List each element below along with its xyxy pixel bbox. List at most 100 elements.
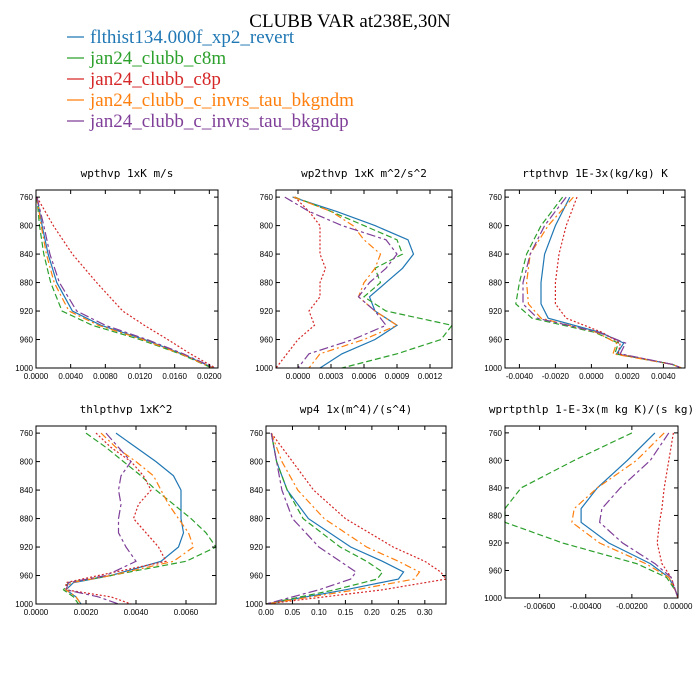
plot-frame — [265, 425, 447, 605]
figure-title: CLUBB VAR at238E,30N — [249, 11, 451, 32]
x-tick-label: 0.0120 — [128, 372, 153, 381]
series-line-5 — [522, 196, 682, 369]
x-tick-label: 0.0000 — [286, 372, 311, 381]
y-tick-label: 800 — [250, 458, 264, 467]
legend-entry-label: jan24_clubb_c8p — [89, 69, 221, 90]
legend-entry-label: jan24_clubb_c_invrs_tau_bkgndp — [89, 111, 349, 132]
series-line-3 — [36, 196, 216, 369]
series-line-4 — [265, 432, 421, 605]
series-line-5 — [598, 432, 679, 599]
y-tick-label: 880 — [20, 279, 34, 288]
panel-1: wpthvp 1xK m/s76080084088092096010000.00… — [15, 167, 222, 381]
y-tick-label: 960 — [20, 572, 34, 581]
y-tick-label: 800 — [260, 222, 274, 231]
y-tick-label: 920 — [20, 307, 34, 316]
y-tick-label: 840 — [20, 486, 34, 495]
x-tick-label: 0.0080 — [93, 372, 118, 381]
y-tick-label: 880 — [250, 515, 264, 524]
y-tick-label: 920 — [489, 539, 503, 548]
series-line-1 — [36, 196, 214, 369]
series-line-2 — [62, 432, 217, 605]
y-tick-label: 920 — [20, 543, 34, 552]
x-tick-label: 0.0006 — [352, 372, 377, 381]
y-tick-label: 760 — [489, 429, 503, 438]
x-tick-label: 0.25 — [391, 608, 407, 617]
y-tick-label: 800 — [489, 222, 503, 231]
plot-frame — [35, 425, 217, 605]
y-tick-label: 760 — [489, 193, 503, 202]
panel-2: wp2thvp 1xK m^2/s^2 760 800 840 880 920 960 100… — [255, 167, 454, 381]
y-tick-label: 840 — [20, 250, 34, 259]
x-tick-label: 0.0003 — [319, 372, 344, 381]
x-tick-label: -0.00200 — [616, 602, 648, 611]
x-tick-label: 0.0040 — [651, 372, 676, 381]
series-line-1 — [292, 196, 415, 369]
y-tick-label: 920 — [489, 307, 503, 316]
series-line-3 — [554, 196, 682, 369]
panel-title: wp4 1x(m^4)/(s^4) — [300, 403, 413, 416]
x-tick-label: -0.0020 — [542, 372, 570, 381]
x-tick-label: 0.30 — [417, 608, 433, 617]
series-line-4 — [36, 197, 214, 369]
x-tick-label: 0.0040 — [124, 608, 149, 617]
y-tick-label: 840 — [250, 486, 264, 495]
plot-frame — [275, 189, 453, 369]
y-tick-label: 760 — [250, 429, 264, 438]
panel-title: wpthvp 1xK m/s — [81, 167, 174, 180]
series-line-1 — [580, 432, 679, 599]
y-tick-label: 840 — [489, 484, 503, 493]
y-tick-label: 760 — [20, 193, 34, 202]
x-tick-label: -0.00400 — [570, 602, 602, 611]
x-tick-label: 0.0000 — [24, 608, 49, 617]
x-tick-label: 0.0060 — [174, 608, 199, 617]
y-tick-label: 760 — [260, 193, 274, 202]
y-tick-label: 960 — [489, 566, 503, 575]
y-tick-label: 1000 — [484, 594, 502, 603]
plot-frame — [504, 425, 679, 599]
x-tick-label: 0.0160 — [162, 372, 187, 381]
x-tick-label: 0.05 — [285, 608, 301, 617]
series-line-4 — [525, 196, 682, 369]
panel-title: rtpthvp 1E-3x(kg/kg) K — [522, 167, 668, 180]
x-tick-label: 0.0000 — [579, 372, 604, 381]
series-line-4 — [571, 432, 679, 599]
y-tick-label: 880 — [489, 279, 503, 288]
x-tick-label: 0.0200 — [197, 372, 222, 381]
panel-title: thlpthvp 1xK^2 — [80, 403, 173, 416]
x-tick-label: 0.0020 — [615, 372, 640, 381]
panel-4: thlpthvp 1xK^276080084088092096010000.00… — [15, 403, 217, 617]
y-tick-label: 960 — [260, 336, 274, 345]
y-tick-label: 1000 — [15, 600, 33, 609]
panel-5: wp4 1x(m^4)/(s^4)76080084088092096010000… — [245, 403, 448, 617]
legend-entry-label: flthist134.000f_xp2_revert — [90, 27, 295, 48]
x-tick-label: 0.0000 — [24, 372, 49, 381]
y-tick-label: 880 — [260, 279, 274, 288]
series-line-4 — [65, 432, 195, 605]
series-line-1 — [540, 196, 682, 369]
y-tick-label: 800 — [20, 222, 34, 231]
x-tick-label: 0.10 — [311, 608, 327, 617]
x-tick-label: 0.0012 — [418, 372, 443, 381]
series-line-2 — [265, 432, 384, 605]
series-line-3 — [656, 432, 679, 599]
panel-6: wprtpthlp 1-E-3x(m kg K)/(s kg) 760 800 840… — [484, 403, 694, 611]
series-line-2 — [515, 196, 682, 369]
x-tick-label: 0.00 — [258, 608, 274, 617]
plot-frame — [35, 189, 219, 369]
series-line-4 — [293, 196, 399, 369]
legend: flthist134.000f_xp2_revertjan24_clubb_c8… — [67, 27, 354, 132]
x-tick-label: -0.0040 — [506, 372, 534, 381]
plot-frame — [504, 189, 686, 369]
x-tick-label: 0.15 — [338, 608, 354, 617]
y-tick-label: 960 — [250, 572, 264, 581]
legend-entry-label: jan24_clubb_c8m — [89, 48, 226, 69]
series-line-5 — [265, 432, 357, 605]
y-tick-label: 1000 — [255, 364, 273, 373]
x-tick-label: 0.20 — [364, 608, 380, 617]
y-tick-label: 960 — [489, 336, 503, 345]
y-tick-label: 880 — [489, 511, 503, 520]
x-tick-label: 0.00000 — [664, 602, 693, 611]
x-tick-label: 0.0020 — [74, 608, 99, 617]
series-line-2 — [504, 432, 679, 599]
